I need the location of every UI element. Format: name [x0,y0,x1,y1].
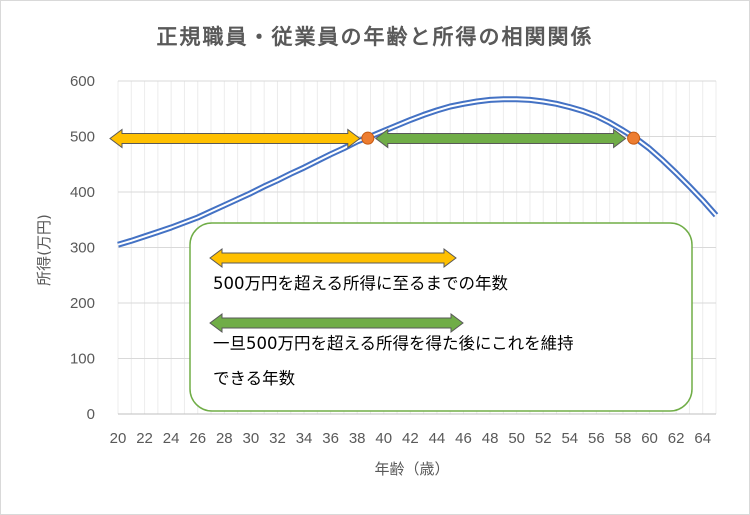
series-line-inner [117,98,717,246]
legend-item-2-text-line2: できる年数 [213,369,296,388]
legend-arrow-yellow [209,248,457,268]
legend-item-2-text: 一旦500万円を超える所得を得た後にこれを維持 [213,334,574,353]
y-axis-ticks: 0 100 200 300 400 500 600 [70,73,95,423]
y-tick-label: 600 [70,73,95,90]
x-axis-label: 年齢（歳） [374,460,449,478]
y-tick-label: 200 [70,295,95,312]
range-arrow [109,128,361,149]
x-tick-label: 36 [322,430,339,447]
legend-arrow-shape [209,248,457,268]
chart-title: 正規職員・従業員の年齢と所得の相関関係 [157,25,594,49]
x-tick-label: 34 [296,430,313,447]
y-tick-label: 300 [70,240,95,257]
y-tick-label: 500 [70,129,95,146]
crossing-markers [361,131,641,145]
legend: 500万円を超える所得に至るまでの年数 一旦500万円を超える所得を得た後にこれ… [189,222,693,412]
y-axis-label: 所得(万円) [35,214,53,286]
x-tick-label: 58 [615,430,632,447]
x-tick-label: 60 [641,430,658,447]
x-axis-ticks: 20 22 24 26 28 30 32 34 36 38 40 42 44 46 48 50 52 54 56 58… [110,430,711,447]
y-tick-label: 100 [70,351,95,368]
x-tick-label: 64 [694,430,711,447]
range-arrow [374,128,627,149]
y-tick-label: 0 [87,406,95,423]
x-tick-label: 38 [349,430,366,447]
x-tick-label: 32 [269,430,286,447]
x-tick-label: 56 [588,430,605,447]
x-tick-label: 22 [136,430,153,447]
legend-arrow-shape [209,313,464,333]
y-tick-label: 400 [70,184,95,201]
x-tick-label: 46 [455,430,472,447]
legend-arrow-green [209,313,464,333]
x-tick-label: 30 [243,430,260,447]
x-tick-label: 42 [402,430,419,447]
legend-box [189,222,693,412]
legend-item-1-text: 500万円を超える所得に至るまでの年数 [213,274,508,293]
x-tick-label: 28 [216,430,233,447]
series-layer [117,96,719,248]
crossing-marker [627,131,641,145]
x-tick-label: 40 [375,430,392,447]
crossing-marker [361,131,375,145]
x-tick-label: 62 [668,430,685,447]
x-tick-label: 26 [189,430,206,447]
x-tick-label: 52 [535,430,552,447]
range-arrows [109,128,627,149]
x-tick-label: 48 [482,430,499,447]
x-tick-label: 54 [561,430,578,447]
x-tick-label: 50 [508,430,525,447]
x-tick-label: 20 [110,430,127,447]
x-tick-label: 44 [429,430,446,447]
x-tick-label: 24 [163,430,180,447]
